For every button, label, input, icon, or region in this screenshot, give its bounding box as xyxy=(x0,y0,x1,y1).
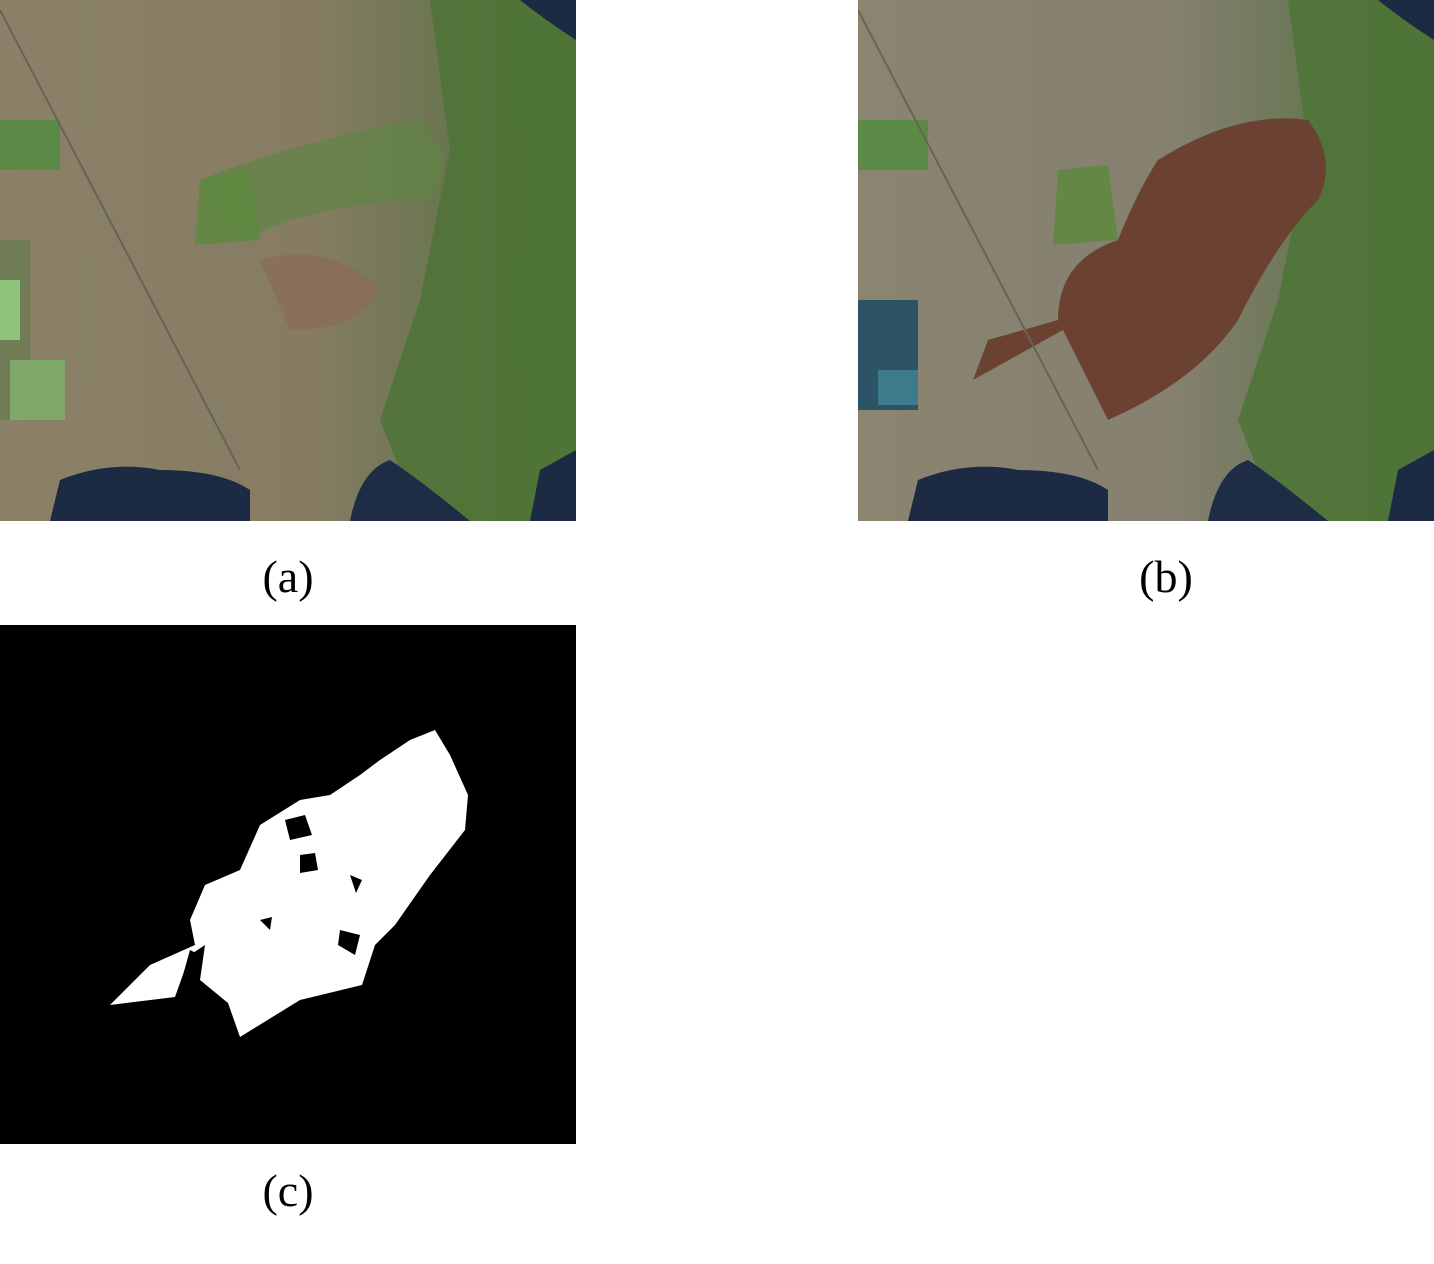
burn-mask xyxy=(0,625,576,1144)
satellite-image-post xyxy=(858,0,1434,521)
satellite-image-pre xyxy=(0,0,576,521)
panel-label: (a) xyxy=(262,551,314,602)
panel-label: (b) xyxy=(1139,551,1193,602)
panel-label: (c) xyxy=(262,1165,314,1216)
